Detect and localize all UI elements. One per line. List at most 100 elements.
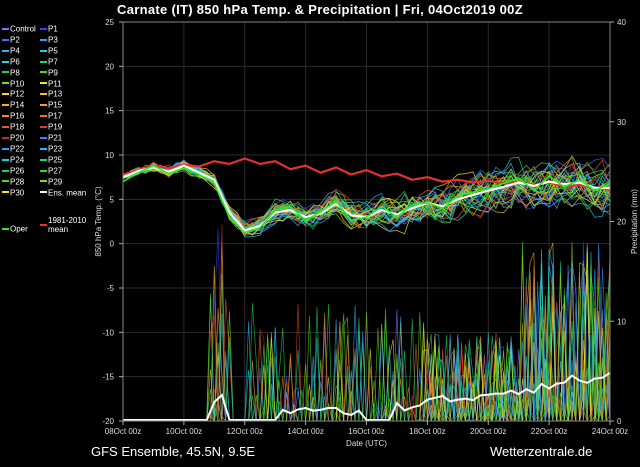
legend-swatch [2,49,9,52]
legend-item: P28 [2,177,24,187]
legend-swatch [2,27,9,30]
legend-swatch [40,180,47,183]
legend-swatch [40,136,47,139]
y-tick-label: -10 [102,328,114,337]
legend-item: P15 [40,100,62,110]
legend-label: Oper [10,224,28,234]
legend-label: P13 [48,89,63,99]
legend-label: P11 [48,78,62,88]
legend-item: P29 [40,177,62,187]
legend-swatch [40,147,47,150]
legend-label: Control [10,24,36,34]
y2-tick-label: 40 [617,18,626,27]
legend-swatch [2,191,9,194]
x-tick-label: 24Oct 00z [592,427,628,436]
source-credit: Wetterzentrale.de [490,444,593,459]
legend-item: P2 [2,35,20,45]
y-tick-label: 5 [110,195,115,204]
legend-label: P2 [10,35,20,45]
x-tick-label: 12Oct 00z [227,427,263,436]
legend-label: P9 [48,67,58,77]
legend-swatch [2,82,9,85]
x-tick-label: 10Oct 00z [166,427,202,436]
y-tick-label: 25 [105,18,114,27]
legend-item: P3 [40,35,58,45]
legend-swatch [2,169,9,172]
legend-label: P24 [10,155,25,165]
legend-item: P24 [2,155,24,165]
legend-swatch [2,227,9,230]
legend-label: P18 [10,122,25,132]
legend-label: P7 [48,57,58,67]
legend-label: P3 [48,35,58,45]
legend-label: 1981-2010 mean [48,216,87,234]
legend-label: P16 [10,111,25,121]
legend-item: Control [2,24,36,34]
legend-item: P13 [40,89,62,99]
legend-item: P5 [40,46,58,56]
ens-mean-precip-line [123,372,611,421]
legend-item: P14 [2,100,24,110]
legend-swatch [40,115,47,118]
legend-swatch [2,71,9,74]
legend-swatch [2,104,9,107]
legend-label: P19 [48,122,63,132]
legend-item: P27 [40,166,62,176]
oper-line [122,164,611,234]
legend-label: P23 [48,144,63,154]
y-tick-label: 20 [105,62,114,71]
legend-label: P8 [10,67,20,77]
ensemble-member-line [122,161,611,226]
x-tick-label: 20Oct 00z [470,427,506,436]
legend-label: P20 [10,133,25,143]
legend-swatch [40,71,47,74]
legend-swatch [40,38,47,41]
legend-swatch [2,136,9,139]
legend-swatch [40,60,47,63]
model-info: GFS Ensemble, 45.5N, 9.5E [91,444,256,459]
legend-item: P17 [40,111,62,121]
legend-label: P15 [48,100,63,110]
legend-swatch [2,180,9,183]
legend-label: P4 [10,46,20,56]
x-tick-label: 18Oct 00z [409,427,445,436]
chart-title: Carnate (IT) 850 hPa Temp. & Precipitati… [117,2,523,17]
legend-swatch [40,82,47,85]
legend-swatch [40,27,47,30]
x-tick-label: 22Oct 00z [531,427,567,436]
legend-item: P23 [40,144,62,154]
x-tick-label: 16Oct 00z [348,427,384,436]
y-tick-label: 15 [105,107,114,116]
legend-label: P6 [10,57,20,67]
legend-swatch [2,147,9,150]
legend-label: P28 [10,176,25,186]
legend-item: P7 [40,57,58,67]
legend-swatch [40,93,47,96]
legend-item: P25 [40,155,62,165]
legend-item: Oper [2,224,28,234]
legend-swatch [2,38,9,41]
legend-label: P29 [48,176,63,186]
legend-label: P25 [48,155,63,165]
legend-swatch [2,125,9,128]
legend-item: P21 [40,133,62,143]
legend-item: P1 [40,24,58,34]
y2-axis-label: Precipitation (mm) [630,189,639,254]
legend-item: P11 [40,79,62,89]
legend-swatch [40,169,47,172]
legend-item: P20 [2,133,24,143]
legend-item: P12 [2,89,24,99]
legend-label: P30 [10,187,25,197]
legend-label: Ens. mean [48,187,87,197]
legend-swatch [40,104,47,107]
legend-label: P27 [48,166,63,176]
legend-item: P19 [40,122,62,132]
legend-item: P16 [2,111,24,121]
legend-swatch [40,158,47,161]
legend-item: P6 [2,57,20,67]
legend-label: P10 [10,78,25,88]
legend-swatch [2,93,9,96]
legend-swatch [40,49,47,52]
y-tick-label: 0 [110,240,115,249]
y-tick-label: -20 [102,417,114,426]
